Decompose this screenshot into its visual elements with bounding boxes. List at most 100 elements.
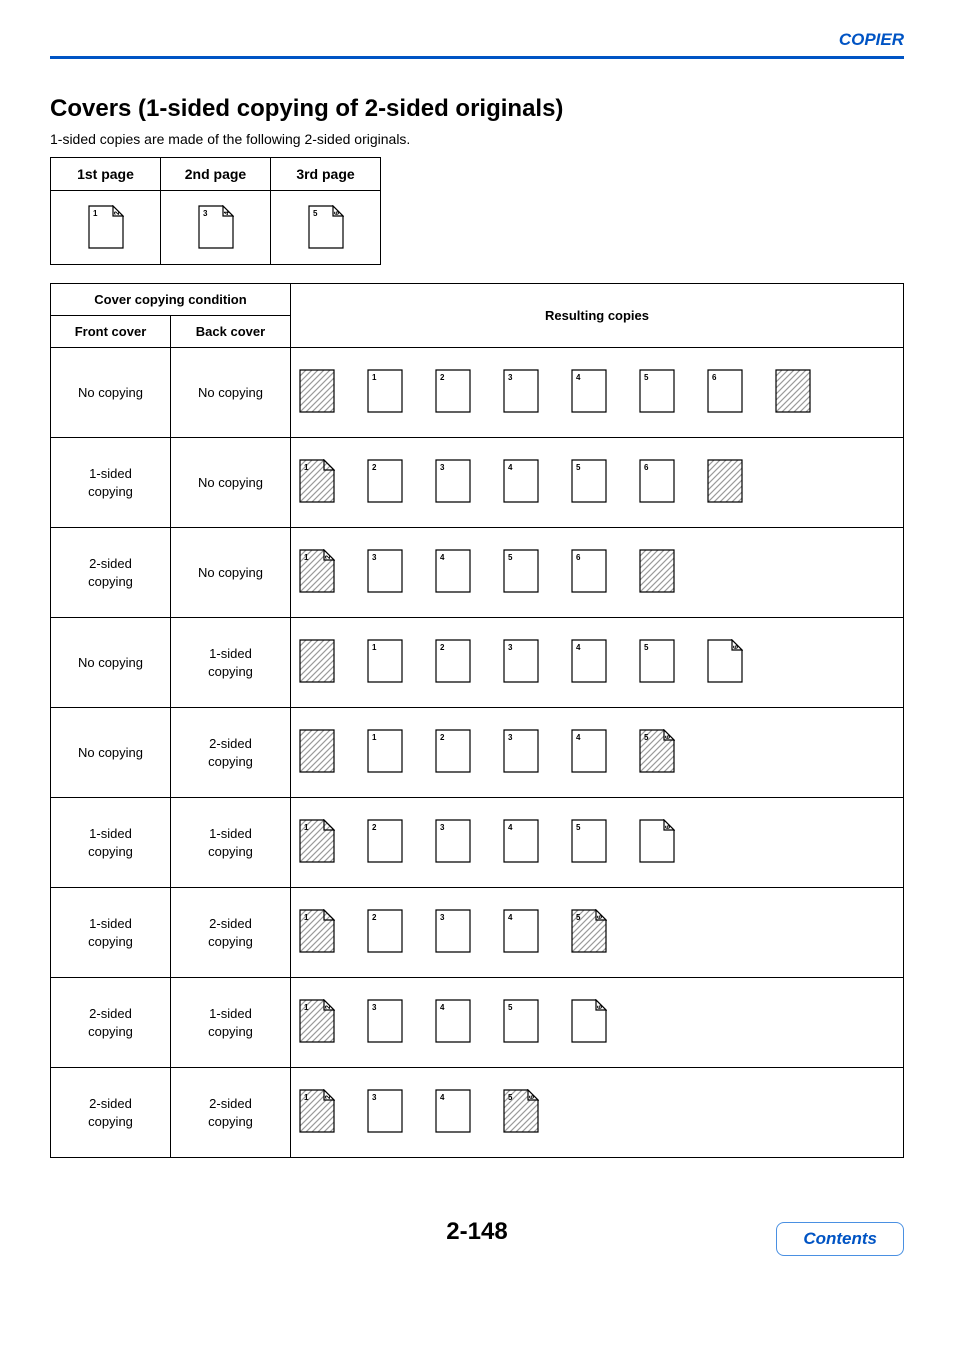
front-cover-cond: 1-sidedcopying — [51, 888, 171, 978]
svg-text:3: 3 — [372, 553, 377, 562]
table-row: 1-sidedcopying2-sidedcopying 1 2 3 4 56 — [51, 888, 904, 978]
copy-page-icon: 4 — [571, 639, 607, 686]
svg-text:2: 2 — [325, 1005, 332, 1009]
copy-page-icon — [299, 729, 335, 776]
svg-text:2: 2 — [372, 463, 377, 472]
copy-page-icon: 3 — [367, 549, 403, 596]
results-table: Cover copying condition Resulting copies… — [50, 283, 904, 1158]
intro-text: 1-sided copies are made of the following… — [50, 131, 904, 147]
orig-header: 1st page — [51, 158, 161, 191]
svg-text:1: 1 — [372, 733, 377, 742]
orig-header: 3rd page — [271, 158, 381, 191]
resulting-copies: 1 2 3 4 56 — [291, 888, 904, 978]
svg-text:6: 6 — [733, 645, 740, 649]
svg-text:4: 4 — [508, 913, 513, 922]
copy-page-icon: 2 — [367, 909, 403, 956]
table-row: 1-sidedcopyingNo copying 1 2 3 4 5 6 — [51, 438, 904, 528]
front-cover-cond: No copying — [51, 708, 171, 798]
svg-text:2: 2 — [325, 1095, 332, 1099]
svg-text:5: 5 — [576, 913, 581, 922]
copy-page-icon: 3 — [435, 909, 471, 956]
copy-page-icon: 2 — [435, 639, 471, 686]
cond-header: Cover copying condition — [51, 284, 291, 316]
resulting-copies: 1 2 3 4 5 6 — [291, 438, 904, 528]
copy-page-icon: 6 — [707, 639, 743, 686]
copy-page-icon: 3 — [367, 1089, 403, 1136]
svg-text:5: 5 — [644, 643, 649, 652]
copy-page-icon: 1 — [367, 729, 403, 776]
back-cover-cond: 2-sidedcopying — [171, 1068, 291, 1158]
table-row: 2-sidedcopying2-sidedcopying 12 3 4 56 — [51, 1068, 904, 1158]
copy-page-icon: 6 — [571, 999, 607, 1046]
contents-button[interactable]: Contents — [776, 1222, 904, 1256]
resulting-copies: 1 2 3 4 5 6 — [291, 348, 904, 438]
resulting-copies: 12 3 4 5 6 — [291, 528, 904, 618]
svg-text:6: 6 — [665, 735, 672, 739]
copy-page-icon: 12 — [299, 1089, 335, 1136]
copy-page-icon: 1 — [367, 639, 403, 686]
svg-text:1: 1 — [93, 209, 98, 218]
back-cover-cond: No copying — [171, 438, 291, 528]
copy-page-icon: 6 — [707, 369, 743, 416]
back-cover-cond: 2-sidedcopying — [171, 708, 291, 798]
back-cover-cond: 2-sidedcopying — [171, 888, 291, 978]
svg-text:3: 3 — [440, 463, 445, 472]
copy-page-icon — [299, 639, 335, 686]
originals-table: 1st page2nd page3rd page 12 34 56 — [50, 157, 381, 265]
table-row: 2-sidedcopying1-sidedcopying 12 3 4 5 6 — [51, 978, 904, 1068]
resulting-copies: 1 2 3 4 56 — [291, 708, 904, 798]
resulting-copies: 1 2 3 4 5 6 — [291, 618, 904, 708]
table-row: 1-sidedcopying1-sidedcopying 1 2 3 4 5 6 — [51, 798, 904, 888]
front-cover-cond: No copying — [51, 348, 171, 438]
copy-page-icon — [639, 549, 675, 596]
orig-page-icon: 34 — [198, 205, 234, 254]
svg-text:5: 5 — [508, 1003, 513, 1012]
table-row: No copyingNo copying 1 2 3 4 5 6 — [51, 348, 904, 438]
copy-page-icon: 4 — [435, 1089, 471, 1136]
copy-page-icon: 1 — [299, 819, 335, 866]
copy-page-icon: 4 — [571, 729, 607, 776]
svg-text:1: 1 — [304, 1093, 309, 1102]
copy-page-icon — [299, 369, 335, 416]
svg-text:4: 4 — [576, 373, 581, 382]
svg-text:4: 4 — [440, 1093, 445, 1102]
back-cover-header: Back cover — [171, 316, 291, 348]
orig-page-icon: 12 — [88, 205, 124, 254]
front-cover-header: Front cover — [51, 316, 171, 348]
table-row: No copying2-sidedcopying 1 2 3 4 56 — [51, 708, 904, 798]
section-header: COPIER — [50, 30, 904, 59]
svg-text:3: 3 — [372, 1093, 377, 1102]
copy-page-icon: 6 — [639, 819, 675, 866]
copy-page-icon: 56 — [571, 909, 607, 956]
svg-text:2: 2 — [114, 211, 121, 215]
svg-text:6: 6 — [334, 211, 341, 215]
svg-text:2: 2 — [372, 913, 377, 922]
svg-text:3: 3 — [203, 209, 208, 218]
copy-page-icon: 3 — [503, 369, 539, 416]
copy-page-icon: 5 — [571, 819, 607, 866]
copy-page-icon: 5 — [639, 639, 675, 686]
copy-page-icon: 4 — [503, 819, 539, 866]
svg-text:1: 1 — [304, 823, 309, 832]
copy-page-icon: 6 — [639, 459, 675, 506]
svg-text:1: 1 — [372, 373, 377, 382]
orig-page-icon: 56 — [308, 205, 344, 254]
svg-text:5: 5 — [508, 1093, 513, 1102]
orig-page-cell: 56 — [271, 191, 381, 265]
copy-page-icon: 1 — [299, 459, 335, 506]
copy-page-icon: 3 — [435, 819, 471, 866]
svg-text:6: 6 — [597, 915, 604, 919]
copy-page-icon: 1 — [367, 369, 403, 416]
back-cover-cond: 1-sidedcopying — [171, 978, 291, 1068]
svg-text:6: 6 — [529, 1095, 536, 1099]
svg-text:1: 1 — [304, 1003, 309, 1012]
copy-page-icon: 4 — [435, 999, 471, 1046]
svg-text:2: 2 — [440, 643, 445, 652]
resulting-copies: 1 2 3 4 5 6 — [291, 798, 904, 888]
svg-text:4: 4 — [576, 643, 581, 652]
copy-page-icon: 3 — [367, 999, 403, 1046]
svg-text:1: 1 — [304, 553, 309, 562]
svg-text:5: 5 — [508, 553, 513, 562]
copy-page-icon: 5 — [503, 999, 539, 1046]
resulting-copies: 1 2 3 4 5 6 — [291, 978, 904, 1068]
